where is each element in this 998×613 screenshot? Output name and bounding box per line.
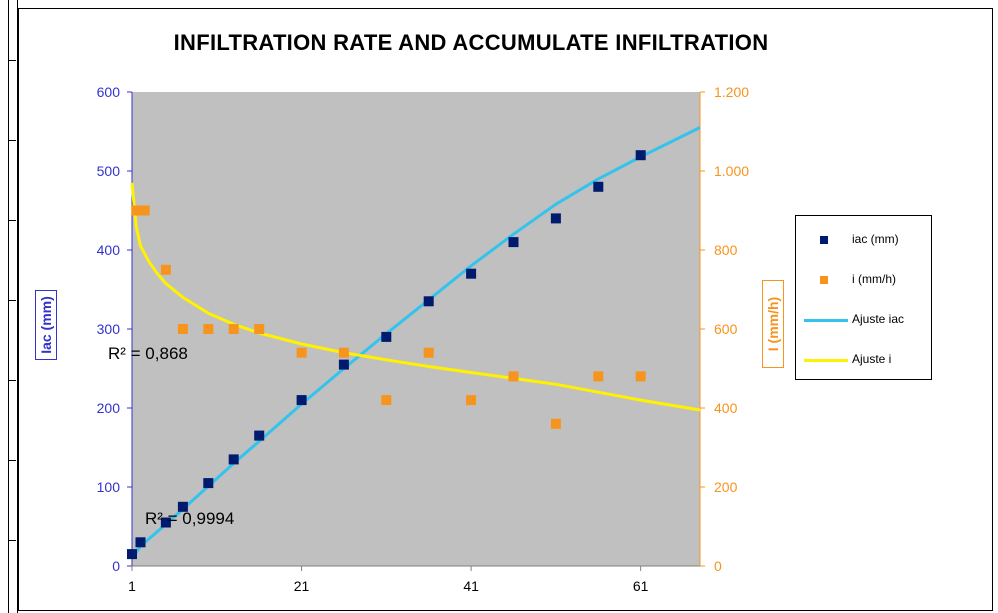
- right-axis-tick-label: 800: [714, 242, 738, 258]
- left-axis-tick-label: 0: [112, 558, 120, 574]
- data-point-1: [254, 324, 265, 334]
- data-point-1: [381, 395, 392, 406]
- legend-item-iac: iac (mm): [796, 230, 933, 250]
- left-axis-tick-label: 200: [97, 400, 121, 416]
- data-point-1: [338, 347, 349, 358]
- legend-label-ajuste-i: Ajuste i: [852, 352, 892, 366]
- left-axis-label-box: Iac (mm): [35, 290, 57, 360]
- chart-legend: iac (mm) i (mm/h) Ajuste iac Ajuste i: [795, 215, 932, 380]
- data-point-1: [423, 347, 434, 358]
- data-point-1: [296, 347, 307, 358]
- x-axis-tick-label: 61: [633, 578, 649, 594]
- data-point-0: [508, 237, 519, 248]
- left-axis-tick-label: 100: [97, 479, 121, 495]
- frame-divider: [8, 140, 16, 141]
- right-axis-tick-label: 400: [714, 400, 738, 416]
- data-point-0: [593, 181, 604, 192]
- legend-item-ajuste-i: Ajuste i: [796, 350, 933, 370]
- right-axis-tick-label: 1.000: [714, 163, 749, 179]
- r-squared-iac-annotation: R² = 0,9994: [145, 509, 235, 528]
- frame-divider: [8, 460, 16, 461]
- data-point-1: [466, 395, 477, 406]
- right-axis-tick-label: 1.200: [714, 84, 749, 100]
- left-axis-tick-label: 300: [97, 321, 121, 337]
- legend-marker-ajuste-iac: [804, 319, 848, 322]
- legend-item-i: i (mm/h): [796, 270, 933, 290]
- data-point-1: [203, 324, 214, 334]
- data-point-1: [550, 418, 561, 429]
- data-point-0: [550, 213, 561, 224]
- left-axis-label: Iac (mm): [38, 296, 54, 354]
- data-point-1: [228, 324, 239, 334]
- right-axis-label: I (mm/h): [765, 296, 781, 352]
- data-point-0: [338, 359, 349, 370]
- right-axis-tick-label: 600: [714, 321, 738, 337]
- x-axis-tick-label: 1: [128, 578, 136, 594]
- right-axis-tick-label: 200: [714, 479, 738, 495]
- data-point-1: [593, 371, 604, 382]
- data-point-0: [160, 517, 171, 528]
- x-axis-tick-label: 41: [463, 578, 479, 594]
- left-axis-tick-label: 600: [97, 84, 121, 100]
- r-squared-i-annotation: R² = 0,868: [108, 344, 188, 363]
- x-axis-tick-label: 21: [294, 578, 310, 594]
- right-axis-label-box: I (mm/h): [762, 280, 784, 368]
- legend-label-i: i (mm/h): [852, 272, 896, 286]
- legend-item-ajuste-iac: Ajuste iac: [796, 310, 933, 330]
- left-axis-tick-label: 400: [97, 242, 121, 258]
- legend-label-iac: iac (mm): [852, 232, 899, 246]
- legend-marker-iac: [820, 236, 828, 244]
- chart-title: INFILTRATION RATE AND ACCUMULATE INFILTR…: [173, 30, 769, 55]
- frame-divider: [8, 380, 16, 381]
- left-frame-border: [8, 0, 18, 613]
- data-point-1: [131, 205, 142, 216]
- data-point-0: [381, 331, 392, 342]
- data-point-0: [296, 395, 307, 406]
- data-point-0: [177, 501, 188, 512]
- frame-divider: [8, 540, 16, 541]
- legend-marker-ajuste-i: [804, 359, 848, 362]
- data-point-0: [228, 454, 239, 465]
- frame-divider: [8, 60, 16, 61]
- plot-background: [132, 92, 700, 566]
- data-point-0: [466, 268, 477, 279]
- data-point-0: [203, 478, 214, 489]
- frame-divider: [8, 220, 16, 221]
- left-axis-tick-label: 500: [97, 163, 121, 179]
- data-point-1: [635, 371, 646, 382]
- data-point-0: [127, 549, 137, 560]
- data-point-1: [508, 371, 519, 382]
- series-line-3: [130, 182, 701, 412]
- data-point-0: [135, 537, 146, 548]
- data-point-1: [160, 264, 171, 275]
- data-point-1: [177, 324, 188, 334]
- data-point-0: [635, 150, 646, 161]
- legend-marker-i: [820, 276, 828, 284]
- legend-label-ajuste-iac: Ajuste iac: [852, 312, 905, 326]
- data-point-1: [139, 205, 150, 216]
- data-point-0: [254, 430, 265, 441]
- right-axis-tick-label: 0: [714, 558, 722, 574]
- frame-divider: [8, 300, 16, 301]
- data-point-0: [423, 296, 434, 307]
